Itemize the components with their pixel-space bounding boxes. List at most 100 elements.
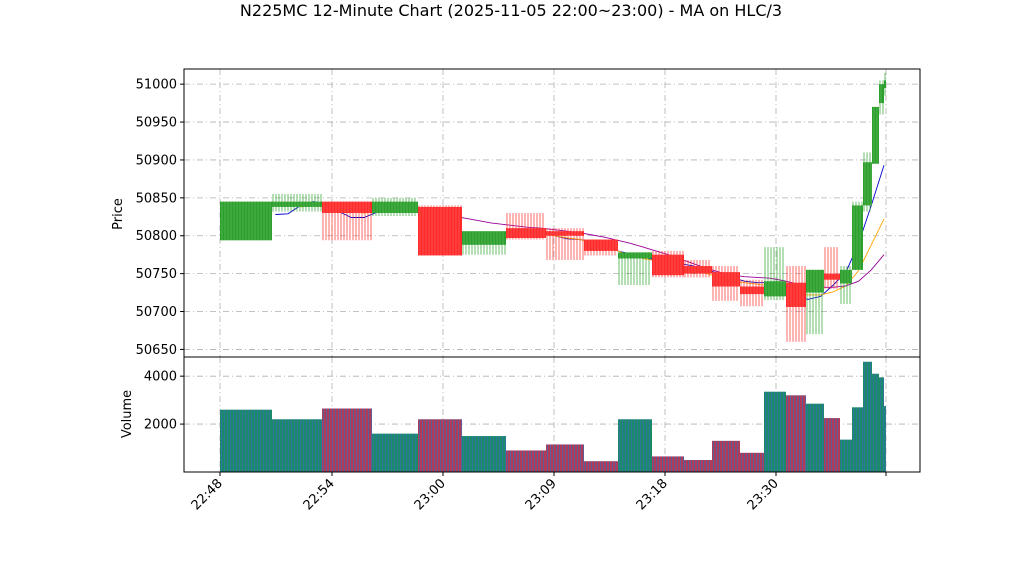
volume-bar-body [546,444,584,472]
price-ytick-label: 50850 [136,191,177,206]
candle [786,266,806,342]
price-y-axis-label: Price [111,198,126,230]
candle [372,197,418,217]
x-tick-label: 23:09 [523,476,560,513]
volume-bar [764,391,786,472]
price-ytick-label: 50800 [136,229,177,244]
candle-body [806,269,824,293]
volume-bar [879,377,884,472]
volume-ytick-label: 2000 [144,418,177,433]
volume-bar [824,418,840,472]
volume-bar-body [584,461,618,472]
candle [884,72,886,96]
volume-bar-body [840,439,852,472]
candle [840,266,852,304]
volume-bars [220,361,886,472]
x-tick-label: 23:00 [412,476,449,513]
volume-plot-frame [183,356,921,473]
volume-ytick-label: 4000 [144,370,177,385]
volume-bar-body [506,450,546,472]
x-tick-label: 22:48 [189,476,226,513]
candle [684,259,712,278]
volume-bar [220,409,272,472]
volume-bar [372,433,418,472]
candle [806,269,824,335]
candle-body [840,269,852,284]
volume-bar-body [879,377,884,472]
volume-bar-body [884,406,886,472]
candle [824,247,840,289]
candle-body [863,162,872,206]
candlesticks [220,72,886,342]
volume-bar-body [872,373,879,472]
volume-bar-body [764,391,786,472]
candle-body [712,272,740,287]
price-ytick-label: 50700 [136,305,177,320]
candle-body [740,286,764,295]
candle-body [684,266,712,274]
price-ytick-label: 50750 [136,267,177,282]
volume-bar [584,461,618,472]
candle-body [786,282,806,307]
volume-bar [322,408,372,472]
volume-bar [712,440,740,472]
candle [872,106,879,164]
volume-bar [840,439,852,472]
candle-body [462,231,506,245]
volume-bar-body [824,418,840,472]
candle [879,80,884,115]
price-ytick-label: 50900 [136,153,177,168]
candle [652,250,684,278]
candle [506,213,546,240]
volume-bar [786,395,806,472]
price-panel: 50650 50700 50750 50800 50850 50900 50950 51000… [111,68,921,358]
price-y-ticks: 50650 50700 50750 50800 50850 50900 50950 51000 [136,78,184,358]
volume-bar [652,456,684,472]
volume-bar [863,361,872,472]
candle [618,252,652,285]
volume-bar [272,419,322,472]
candle [418,205,462,256]
candle-body [272,201,322,207]
candle-body [884,80,886,88]
candle-body [546,231,584,236]
volume-bar-body [372,433,418,472]
candle-body [618,252,652,259]
volume-bar [506,450,546,472]
volume-bar-body [852,407,863,472]
volume-bar [684,460,712,472]
volume-bar-body [322,408,372,472]
candle [322,201,372,241]
volume-y-axis-label: Volume [120,390,135,438]
candle [764,247,786,301]
volume-bar [852,407,863,472]
candle [584,239,618,256]
candle [863,152,872,212]
x-tick-label: 22:54 [301,476,338,513]
x-tick-label: 23:18 [634,476,671,513]
price-plot-frame [183,68,921,358]
candle-body [652,254,684,276]
candle-body [872,106,879,164]
candle-body [764,281,786,297]
candle [740,279,764,307]
volume-bar-body [618,419,652,472]
volume-bar [884,406,886,472]
volume-panel: 2000 4000 Volume [120,356,921,473]
x-axis-ticks: 22:48 22:54 23:00 23:09 23:18 23:30 [189,472,887,513]
volume-bar-body [806,403,824,472]
chart-title: N225MC 12-Minute Chart (2025-11-05 22:00… [240,1,782,20]
candle-body [824,273,840,280]
candle-body [584,239,618,251]
volume-y-ticks: 2000 4000 [144,370,184,433]
volume-bar-body [684,460,712,472]
volume-bar [618,419,652,472]
volume-bar-body [786,395,806,472]
volume-bar [418,419,462,472]
x-tick-label: 23:30 [745,476,782,513]
candle [712,266,740,301]
candle [546,228,584,260]
volume-bar-body [740,452,764,472]
candle [462,231,506,255]
